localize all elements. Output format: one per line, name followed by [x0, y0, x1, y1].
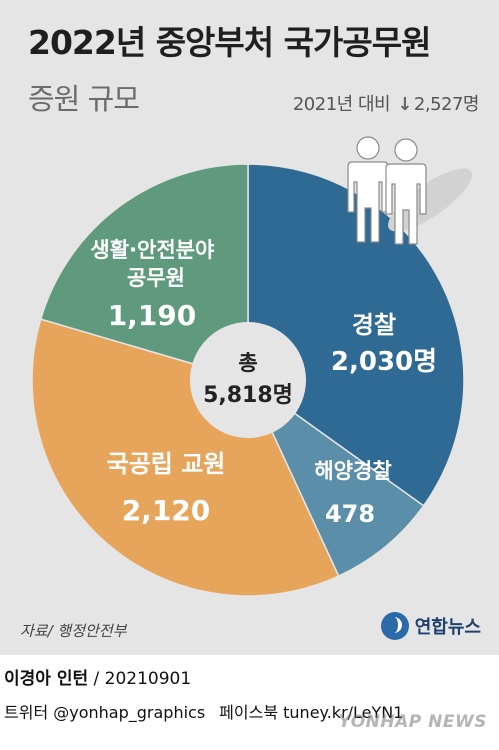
slice-police	[247, 163, 465, 507]
total-label: 총	[238, 351, 257, 375]
source-note: 자료/ 행정안전부	[20, 622, 127, 640]
slice-label-teachers: 국공립 교원	[107, 450, 226, 478]
facebook-link: 페이스북 tuney.kr/LeYN1	[219, 703, 404, 722]
slice-coast-guard	[246, 377, 425, 578]
slice-label-police: 경찰	[352, 311, 396, 339]
credit-date: / 20210901	[93, 669, 192, 689]
page-subtitle: 증원 규모	[28, 82, 140, 116]
social-line: 트위터 @yonhap_graphics 페이스북 tuney.kr/LeYN1	[4, 699, 403, 723]
slice-value-safety: 1,190	[108, 299, 197, 332]
yonhap-logo-icon	[380, 612, 409, 640]
slice-label-safety: 생활·안전분야 공무원	[90, 238, 221, 290]
comparison-value: 2,527명	[413, 94, 480, 115]
slice-value-coast-guard: 478	[325, 500, 375, 528]
twitter-handle: 트위터 @yonhap_graphics	[4, 703, 206, 722]
slice-value-police: 2,030명	[331, 347, 437, 377]
pie-chart: 경찰 2,030명 해양경찰 478 국공립 교원 2,120 생활·안전분야 …	[31, 136, 472, 597]
comparison-label: 2021년 대비	[292, 94, 391, 115]
slice-teachers	[31, 318, 340, 597]
credit-line: 이경아 인턴 / 20210901	[4, 664, 191, 689]
page-title: 2022년 중앙부처 국가공무원	[28, 23, 431, 62]
slice-label-coast-guard: 해양경찰	[314, 459, 391, 483]
year-comparison: 2021년 대비 ↓ 2,527명	[292, 90, 480, 116]
total-value: 5,818명	[203, 383, 293, 408]
pie-slices	[31, 163, 465, 597]
credit-name: 이경아 인턴	[4, 669, 89, 689]
center-circle	[190, 322, 306, 438]
agency-name: 연합뉴스	[414, 617, 481, 638]
slice-value-teachers: 2,120	[122, 494, 211, 527]
watermark: YONHAP NEWS	[338, 712, 487, 732]
people-icon	[347, 136, 472, 245]
down-arrow-icon: ↓	[397, 94, 412, 115]
agency-logo: 연합뉴스	[380, 612, 481, 640]
slice-safety	[39, 163, 249, 382]
